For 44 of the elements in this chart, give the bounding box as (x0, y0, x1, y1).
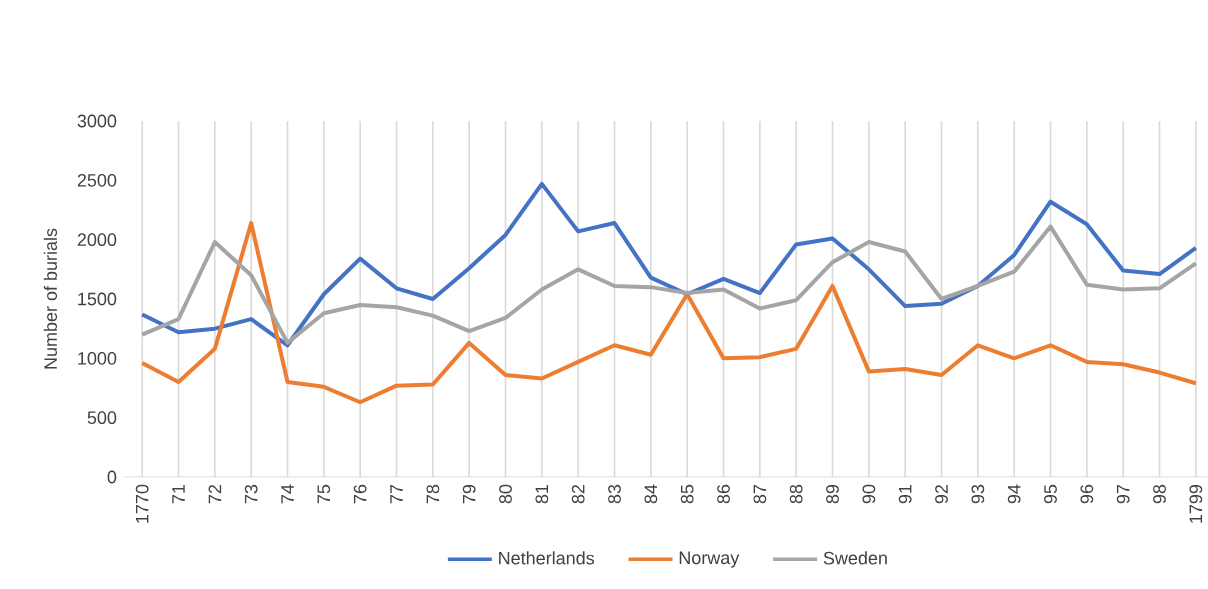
x-tick-label: 77 (390, 484, 403, 504)
x-tick-label: 87 (753, 484, 767, 504)
x-tick-label: 78 (426, 484, 440, 504)
x-tick-label: 96 (1080, 484, 1094, 504)
x-tick-label: 1799 (1189, 484, 1203, 523)
y-tick-label: 0 (107, 470, 117, 484)
y-tick-label: 2500 (77, 173, 117, 187)
x-tick-label: 92 (935, 484, 948, 504)
y-tick-label: 500 (87, 411, 117, 425)
x-tick-label: 94 (1007, 484, 1021, 504)
x-tick-label: 83 (608, 484, 621, 504)
x-tick-label: 79 (462, 484, 476, 504)
x-tick-label: 97 (1116, 484, 1130, 504)
legend-label: Sweden (823, 551, 887, 565)
x-tick-label: 74 (281, 484, 294, 504)
y-tick-label: 2000 (77, 233, 117, 247)
x-tick-label: 89 (826, 484, 839, 504)
legend-label: Norway (679, 551, 740, 568)
x-tick-label: 1770 (135, 484, 149, 523)
line-series (140, 224, 1198, 345)
x-tick-label: 72 (208, 484, 222, 504)
line-series (140, 221, 1198, 405)
x-tick-label: 95 (1044, 484, 1057, 504)
legend-label: Netherlands (499, 551, 595, 565)
x-tick-label: 91 (898, 484, 912, 504)
y-tick-label: 1000 (78, 351, 117, 365)
x-tick-label: 71 (172, 484, 185, 504)
x-tick-label: 76 (353, 484, 367, 504)
x-tick-label: 85 (680, 484, 694, 504)
y-tick-label: 3000 (77, 114, 117, 128)
x-tick-label: 75 (317, 484, 331, 504)
x-tick-label: 84 (644, 484, 658, 504)
x-tick-label: 80 (499, 484, 512, 504)
x-tick-label: 73 (244, 484, 258, 504)
x-tick-label: 93 (971, 484, 985, 504)
y-tick-label: 1500 (78, 292, 117, 306)
line-series (140, 181, 1198, 348)
x-tick-label: 90 (862, 484, 876, 504)
x-tick-label: 98 (1153, 484, 1166, 504)
x-tick-label: 82 (571, 484, 585, 504)
x-tick-label: 86 (717, 484, 730, 504)
x-tick-label: 88 (789, 484, 803, 504)
x-tick-label: 81 (535, 484, 549, 504)
y-axis-title: Number of burials (43, 228, 58, 369)
